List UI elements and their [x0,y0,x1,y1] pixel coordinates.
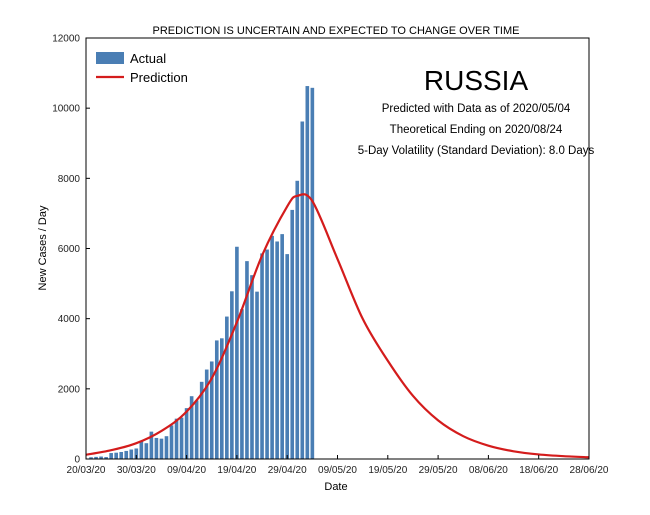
actual-bar [114,452,118,459]
actual-bar [290,209,295,459]
x-tick-label: 09/05/20 [318,465,357,476]
actual-bar [230,291,234,459]
actual-bar [99,456,103,459]
actual-bar [235,246,239,459]
actual-bar [104,457,108,459]
actual-bar [174,418,179,459]
actual-bar [119,451,124,459]
actual-bar [149,431,154,459]
actual-bar [300,121,305,459]
actual-bar [225,316,229,459]
actual-bar [220,338,224,459]
annotation-line-data-date: Predicted with Data as of 2020/05/04 [382,103,571,115]
y-tick-label: 0 [74,455,80,466]
actual-bar [295,180,300,460]
actual-bar [144,443,149,459]
legend-actual-label: Actual [130,51,166,66]
actual-bar [305,86,310,459]
actual-bar [134,448,139,459]
x-tick-label: 30/03/20 [117,465,156,476]
actual-bar [265,249,269,459]
actual-bar [285,254,290,459]
actual-bar [209,361,214,459]
x-tick-label: 19/04/20 [217,465,256,476]
actual-bar [260,253,264,459]
annotation-box: RUSSIA Predicted with Data as of 2020/05… [358,65,595,157]
actual-bar [179,417,184,459]
actual-bar [275,241,279,459]
actual-bars [89,86,315,460]
actual-bar [159,438,164,459]
x-tick-label: 28/06/20 [570,465,609,476]
x-tick-label: 18/06/20 [519,465,558,476]
actual-bar [139,441,144,459]
actual-bar [189,396,194,459]
plot-frame [85,37,590,460]
x-axis-label: Date [324,481,347,493]
x-tick-label: 19/05/20 [368,465,407,476]
actual-bar [169,425,174,459]
actual-bar [310,87,315,459]
actual-bar [245,261,249,459]
actual-bar [124,450,129,459]
actual-bar [184,408,189,459]
actual-bar [199,381,204,459]
actual-bar [109,453,113,459]
country-name: RUSSIA [424,65,529,96]
actual-bar [214,340,219,459]
legend: Actual Prediction [96,51,188,85]
actual-bar [204,369,209,459]
actual-bar [280,234,284,459]
x-axis-ticks: 20/03/20 30/03/20 09/04/20 19/04/20 29/04/20… [67,455,609,476]
actual-bar [164,436,169,459]
actual-bar [89,457,93,459]
x-tick-label: 29/05/20 [419,465,458,476]
annotation-line-volatility: 5-Day Volatility (Standard Deviation): 8… [358,145,595,157]
annotation-line-ending: Theoretical Ending on 2020/08/24 [390,124,563,136]
actual-bar [270,235,274,459]
actual-bar [129,449,134,459]
actual-bar [94,456,98,459]
actual-bar [154,437,159,459]
y-tick-label: 4000 [58,314,81,325]
y-tick-label: 2000 [58,384,81,395]
x-tick-label: 29/04/20 [268,465,307,476]
x-tick-label: 20/03/20 [67,465,106,476]
y-tick-label: 6000 [58,244,81,255]
y-tick-label: 10000 [52,104,80,115]
x-tick-label: 08/06/20 [469,465,508,476]
chart-title: PREDICTION IS UNCERTAIN AND EXPECTED TO … [153,25,520,37]
legend-prediction-label: Prediction [130,70,188,85]
y-tick-label: 8000 [58,174,81,185]
actual-bar [255,291,259,459]
y-axis-ticks: 0 2000 4000 6000 8000 10000 12000 [52,34,90,466]
actual-bar [194,400,199,459]
actual-bar [250,275,254,459]
actual-bar [240,309,244,459]
x-tick-label: 09/04/20 [167,465,206,476]
y-tick-label: 12000 [52,34,80,45]
prediction-line [85,193,590,459]
legend-actual-swatch [96,52,124,64]
y-axis-label: New Cases / Day [37,205,49,290]
